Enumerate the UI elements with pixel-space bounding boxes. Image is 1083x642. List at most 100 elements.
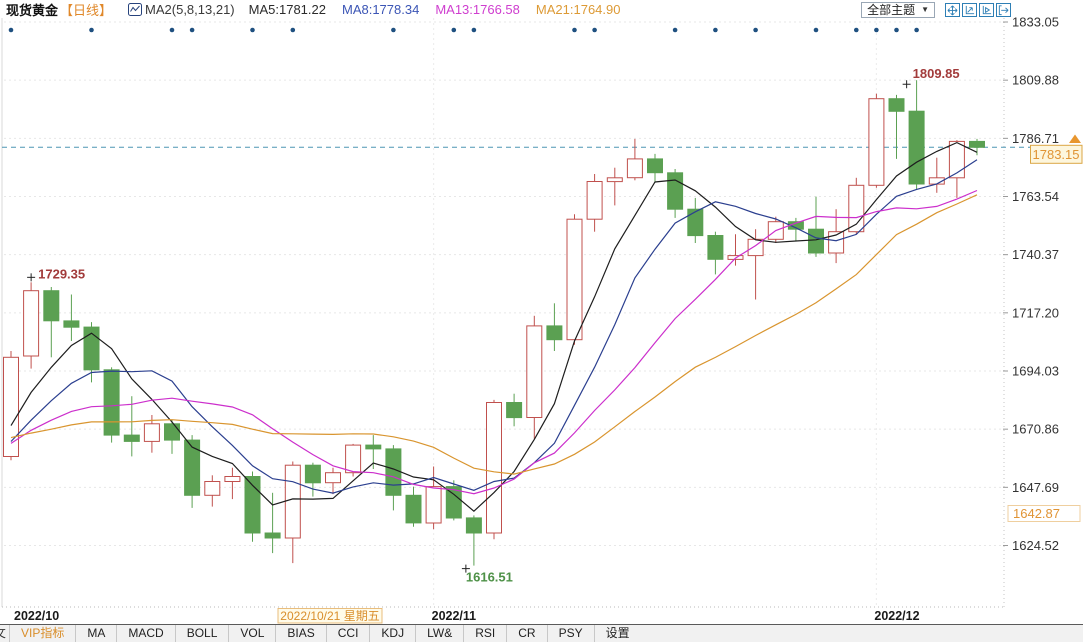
candle xyxy=(727,234,744,266)
header-controls: 全部主题 ▼ xyxy=(861,1,1083,18)
period-label: 【日线】 xyxy=(60,3,113,18)
y-axis-label: 1809.88 xyxy=(1012,73,1059,88)
event-dot[interactable] xyxy=(914,27,919,33)
candle xyxy=(345,443,362,477)
event-dot[interactable] xyxy=(753,27,758,33)
candle xyxy=(828,209,845,264)
candle xyxy=(284,461,301,564)
event-dot[interactable] xyxy=(8,27,14,33)
ma-value-ma5: MA5:1781.22 xyxy=(248,2,326,17)
event-dot[interactable] xyxy=(250,27,255,33)
y-axis-label: 1763.54 xyxy=(1012,189,1059,204)
chevron-down-icon: ▼ xyxy=(921,5,929,14)
high-price-annotation: 1729.35 xyxy=(38,266,85,281)
event-dot[interactable] xyxy=(169,27,175,33)
toolbar-item-cr[interactable]: CR xyxy=(506,625,546,642)
price-up-arrow-icon xyxy=(1069,134,1081,143)
pan-icon[interactable] xyxy=(945,2,960,17)
autoplay-icon[interactable] xyxy=(979,2,994,17)
candle xyxy=(405,486,422,527)
candle xyxy=(385,445,402,511)
candle xyxy=(425,466,442,530)
candle xyxy=(546,303,563,351)
toolbar-item-cci[interactable]: CCI xyxy=(325,625,370,642)
event-dot[interactable] xyxy=(572,27,577,33)
toolbar-item-ma[interactable]: MA xyxy=(75,625,116,642)
candle xyxy=(707,231,724,275)
high-price-annotation: 1809.85 xyxy=(913,66,960,81)
event-dot[interactable] xyxy=(713,27,718,33)
x-axis-month-label: 2022/11 xyxy=(432,609,477,623)
theme-dropdown-label: 全部主题 xyxy=(867,3,916,17)
toolbar-item-boll[interactable]: BOLL xyxy=(174,625,229,642)
candle xyxy=(506,393,523,427)
toolbar-item-rsi[interactable]: RSI xyxy=(463,625,506,642)
ma-value-ma8: MA8:1778.34 xyxy=(341,2,420,17)
event-dot[interactable] xyxy=(471,27,477,33)
candle xyxy=(3,351,19,461)
ma-values: MA5:1781.22 MA8:1778.34 MA13:1766.58 MA21:1… xyxy=(249,2,637,17)
candle xyxy=(63,294,80,341)
symbol-name: 现货黄金 xyxy=(6,3,59,18)
theme-dropdown[interactable]: 全部主题 ▼ xyxy=(861,1,935,18)
toolbar-item-settings[interactable]: 设置 xyxy=(593,625,641,642)
candlestick-chart: 1833.05 1809.88 1786.71 1763.54 1740.37 1717.… xyxy=(1,15,1083,624)
toolbar-item-lwr[interactable]: LW& xyxy=(415,625,463,642)
toolbar-item-bias[interactable]: BIAS xyxy=(275,625,325,642)
ma8-line xyxy=(10,159,978,494)
side-price-label: 1642.87 xyxy=(1013,506,1060,521)
event-dot[interactable] xyxy=(89,27,94,33)
candle xyxy=(244,471,261,542)
candle xyxy=(566,214,583,345)
event-dot[interactable] xyxy=(391,27,396,33)
candle xyxy=(103,367,120,443)
y-axis-label: 1647.69 xyxy=(1012,480,1059,495)
shift-right-icon[interactable] xyxy=(996,2,1011,17)
y-axis-label: 1833.05 xyxy=(1012,15,1059,30)
event-dot[interactable] xyxy=(894,27,899,33)
x-axis-month-label: 2022/12 xyxy=(874,609,919,623)
candle xyxy=(647,153,663,183)
current-price-box xyxy=(1030,144,1083,164)
toolbar-item-kdj[interactable]: KDJ xyxy=(369,625,415,642)
candle xyxy=(224,467,241,500)
toolbar-item-vip-indicators[interactable]: VIP指标 xyxy=(9,625,75,642)
toolbar-item-macd[interactable]: MACD xyxy=(116,625,174,642)
current-price-label: 1783.15 xyxy=(1033,147,1080,162)
candle xyxy=(948,140,965,198)
event-dot[interactable] xyxy=(592,27,597,33)
event-dot[interactable] xyxy=(854,27,859,33)
y-axis-label: 1717.20 xyxy=(1012,305,1059,320)
candle xyxy=(23,282,40,369)
indicator-toolbar: 攵 VIP指标 MA MACD BOLL VOL BIAS CCI KDJ LW& RSI CR PS… xyxy=(0,624,1083,642)
y-axis-label: 1740.37 xyxy=(1012,247,1059,262)
candle xyxy=(465,515,482,566)
x-axis-month-label: 2022/10 xyxy=(14,609,59,623)
candle xyxy=(164,420,180,454)
toolbar-item-vol[interactable]: VOL xyxy=(228,625,275,642)
event-dot[interactable] xyxy=(451,27,457,33)
fit-scale-icon[interactable] xyxy=(962,2,977,17)
toolbar-partial-item[interactable]: 攵 xyxy=(0,626,7,640)
toolbar-item-psy[interactable]: PSY xyxy=(546,625,594,642)
candle xyxy=(888,94,905,159)
event-dot[interactable] xyxy=(672,27,678,33)
candle xyxy=(123,396,140,457)
event-dot[interactable] xyxy=(189,27,195,33)
candle xyxy=(667,169,684,218)
chart-header: 现货黄金 【日线】 MA2(5,8,13,21) MA5:1781.22 MA8:… xyxy=(0,0,1083,19)
candle xyxy=(586,174,603,232)
candle xyxy=(687,197,704,243)
ma-group-label: MA2(5,8,13,21) xyxy=(145,2,235,17)
chart-tool-buttons xyxy=(943,2,1011,17)
candle xyxy=(808,196,824,257)
candle xyxy=(304,462,321,497)
candle xyxy=(486,399,502,540)
candle xyxy=(868,93,885,188)
event-dot[interactable] xyxy=(874,27,879,33)
event-dot[interactable] xyxy=(290,27,296,33)
low-price-annotation: 1616.51 xyxy=(466,570,513,585)
candle xyxy=(606,167,623,206)
event-dot[interactable] xyxy=(813,27,819,33)
